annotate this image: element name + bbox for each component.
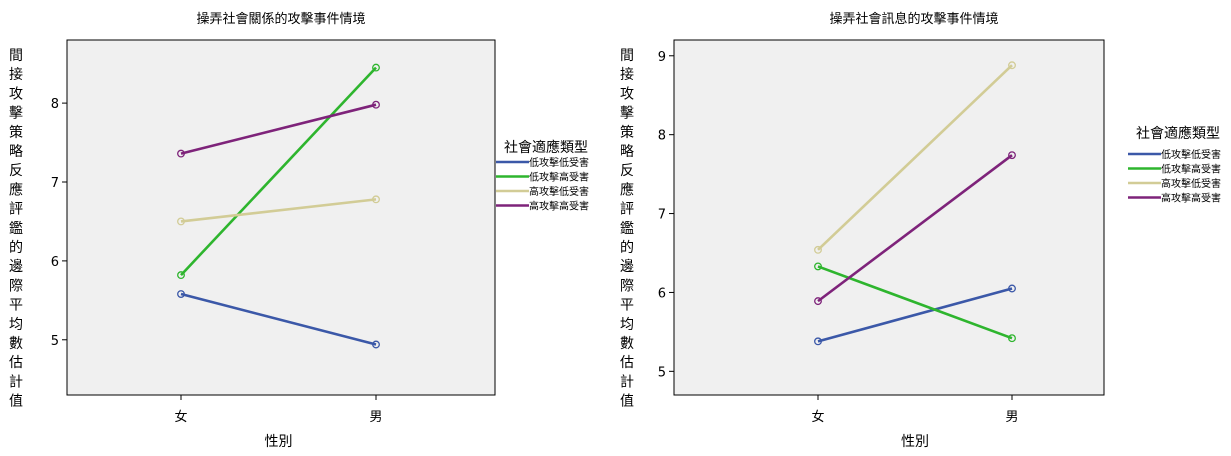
data-point <box>814 297 822 306</box>
series-line <box>180 66 377 276</box>
chart-right: 操弄社會訊息的攻擊事件情境 5 6 7 8 9 女 男性別 間接攻擊策略反應評鑑的邊際平均數估計… <box>620 11 1221 450</box>
data-point <box>1008 151 1016 160</box>
data-point <box>814 337 822 346</box>
y-tick-label: 7 <box>51 176 59 191</box>
data-point <box>177 149 185 158</box>
y-tick-label: 6 <box>658 286 666 301</box>
y-tick-label: 5 <box>658 365 666 380</box>
data-point <box>177 290 185 298</box>
data-point <box>372 63 380 72</box>
x-axis-title: 性別 <box>901 434 929 450</box>
series-line <box>817 64 1013 251</box>
data-point <box>372 100 380 109</box>
series-line <box>180 198 377 223</box>
y-tick-label: 9 <box>658 50 666 65</box>
y-tick-label: 7 <box>658 208 666 223</box>
chart-title: 操弄社會關係的攻擊事件情境 <box>196 11 365 27</box>
plot-area <box>66 39 496 396</box>
legend-title: 社會適應類型 <box>1136 125 1220 142</box>
legend-label: 高攻擊低受害 <box>1161 177 1221 190</box>
legend-label: 低攻擊低受害 <box>1161 148 1221 161</box>
data-point <box>814 262 822 271</box>
series-line <box>817 154 1013 303</box>
series-line <box>817 287 1013 343</box>
data-point <box>814 245 822 254</box>
y-tick-label: 8 <box>658 129 666 144</box>
legend-label: 低攻擊高受害 <box>1161 163 1221 176</box>
y-tick-label: 5 <box>51 334 59 349</box>
x-axis-title: 性別 <box>265 434 293 450</box>
y-axis-title: 間接攻擊策略反應評鑑的邊際平均數估計值 <box>9 48 23 410</box>
chart-left: 操弄社會關係的攻擊事件情境 5 6 7 8 女 男性別 間接攻擊策略反應評鑑的邊際平均數估計值… <box>9 11 589 450</box>
series-line <box>180 103 377 155</box>
data-point <box>177 217 185 226</box>
plot-area <box>673 39 1105 396</box>
legend-label: 高攻擊高受害 <box>529 200 589 213</box>
y-tick-label: 8 <box>51 97 59 112</box>
data-point <box>1008 284 1016 293</box>
chart-title: 操弄社會訊息的攻擊事件情境 <box>829 11 998 27</box>
data-point <box>1008 334 1016 343</box>
legend-label: 高攻擊低受害 <box>529 185 589 198</box>
series-line <box>180 292 377 346</box>
x-tick-label: 男 <box>1005 410 1018 425</box>
y-axis-title: 間接攻擊策略反應評鑑的邊際平均數估計值 <box>620 48 634 410</box>
data-point <box>177 271 185 280</box>
x-tick-label: 女 <box>811 409 824 425</box>
y-tick-label: 6 <box>51 255 59 270</box>
legend-label: 低攻擊低受害 <box>529 156 589 169</box>
legend-label: 低攻擊高受害 <box>529 171 589 184</box>
chart-panel-right: 操弄社會訊息的攻擊事件情境 5 6 7 8 9 女 男性別 間接攻擊策略反應評鑑的邊際平均數估計… <box>615 0 1231 452</box>
data-point <box>372 195 380 204</box>
chart-panel-left: 操弄社會關係的攻擊事件情境 5 6 7 8 女 男性別 間接攻擊策略反應評鑑的邊際平均數估計值… <box>0 0 610 452</box>
legend-title: 社會適應類型 <box>504 139 588 156</box>
data-point <box>372 340 380 349</box>
data-point <box>1008 61 1016 70</box>
x-tick-label: 女 <box>174 409 187 425</box>
x-tick-label: 男 <box>369 410 382 425</box>
legend-label: 高攻擊高受害 <box>1161 192 1221 205</box>
